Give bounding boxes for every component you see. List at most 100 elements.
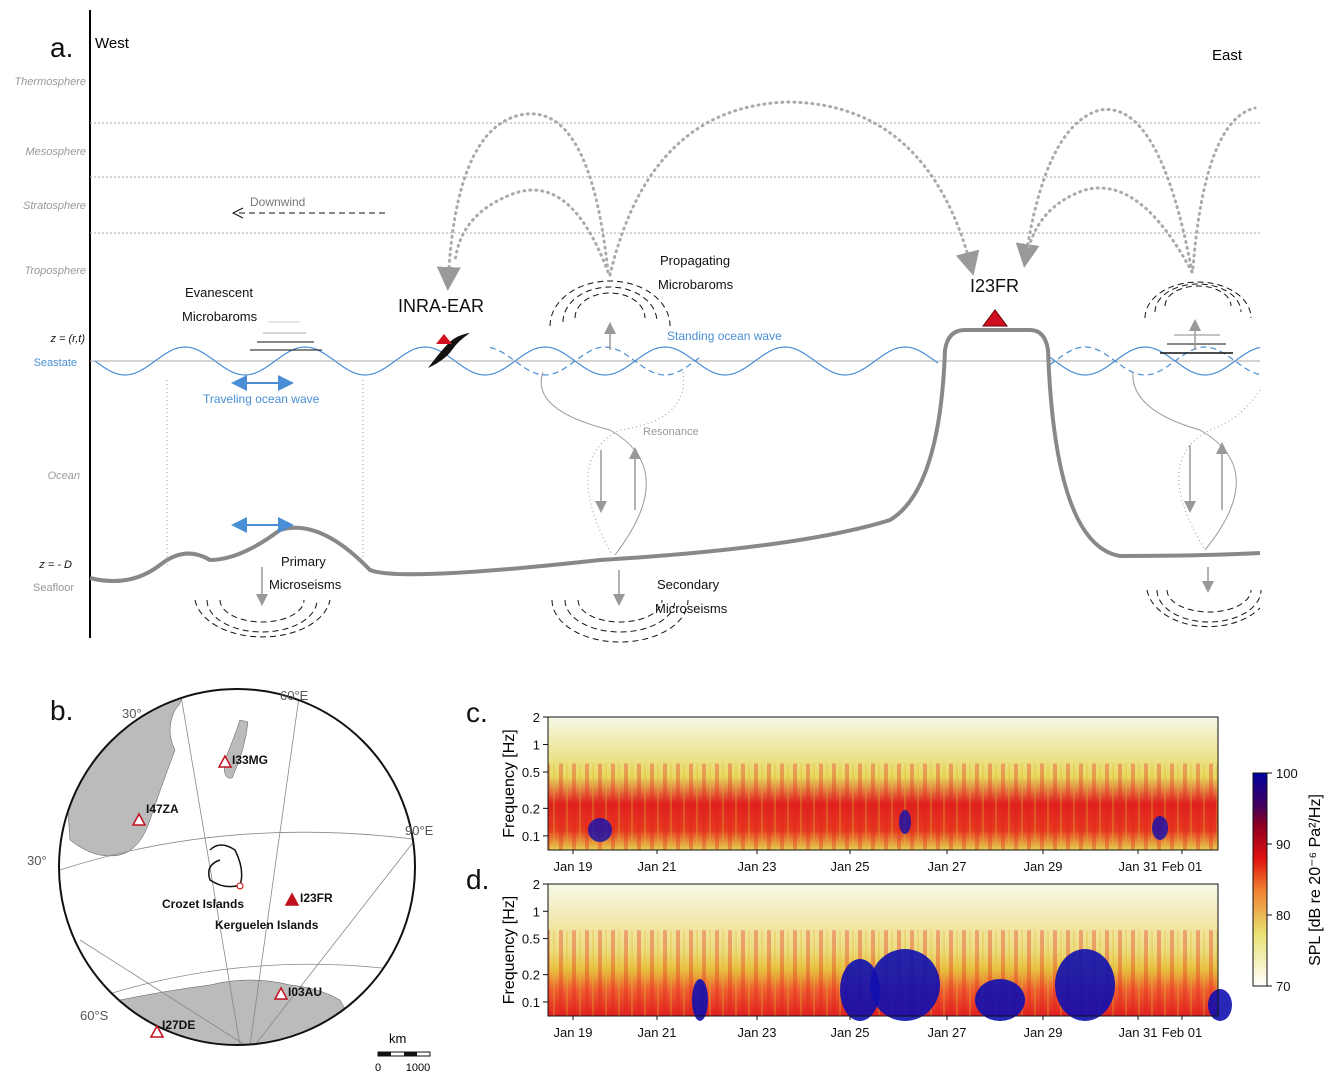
depth-label: z = - D — [38, 559, 72, 571]
x-tick-label: Jan 19 — [553, 1025, 592, 1040]
y-tick-label: 0.1 — [522, 995, 540, 1010]
wavefronts — [194, 280, 1262, 643]
annotation: Secondary — [657, 577, 720, 592]
ocean-wave — [94, 346, 1261, 376]
x-tick-label: Jan 23 — [737, 1025, 776, 1040]
albatross — [428, 333, 470, 368]
station-marker — [149, 1024, 165, 1038]
island-label: Kerguelen Islands — [215, 918, 319, 932]
y-tick-label: 0.1 — [522, 829, 540, 844]
sensor-marker — [436, 334, 452, 344]
colorbar-tick-label: 80 — [1276, 908, 1290, 923]
scale-unit: km — [389, 1031, 406, 1046]
layer-label: Stratosphere — [23, 200, 86, 212]
spectrogram — [1152, 816, 1168, 840]
spectrogram — [975, 979, 1025, 1021]
surface-label: z = (r,t) — [49, 333, 85, 345]
station-marker — [284, 892, 300, 906]
annotation: Microseisms — [269, 577, 342, 592]
colorbar-tick-label: 90 — [1276, 837, 1290, 852]
station-label: I23FR — [300, 891, 333, 905]
spectrogram — [588, 818, 612, 842]
annotation: INRA-EAR — [398, 296, 484, 316]
island-label: Crozet Islands — [162, 897, 244, 911]
seastate-label: Seastate — [34, 357, 77, 369]
y-tick-label: 0.5 — [522, 765, 540, 780]
station-label: I27DE — [162, 1018, 195, 1032]
station-marker — [273, 986, 289, 1000]
panel-a: a. West East Thermosphere Mesosphere Strat… — [14, 10, 1262, 643]
annotation: Evanescent — [185, 285, 253, 300]
y-tick-label: 2 — [533, 877, 540, 892]
annotation: Microbaroms — [658, 277, 734, 292]
scale-tick: 0 — [375, 1062, 381, 1073]
annotation: Microseisms — [655, 601, 728, 616]
y-axis-label: Frequency [Hz] — [501, 729, 518, 837]
annotation: I23FR — [970, 276, 1019, 296]
arrow-head — [231, 207, 244, 219]
scale-bar — [378, 1052, 391, 1056]
stations: I33MG I47ZA I23FR I03AU I27DE — [131, 753, 333, 1038]
x-tick-label: Jan 19 — [553, 859, 592, 874]
y-tick-label: 0.2 — [522, 801, 540, 816]
x-tick-label: Jan 27 — [927, 1025, 966, 1040]
colorbar-tick-label: 100 — [1276, 766, 1298, 781]
x-tick-label: Jan 29 — [1023, 1025, 1062, 1040]
scale-bar — [404, 1052, 417, 1056]
station-label: I03AU — [288, 985, 322, 999]
x-tick-label: Jan 23 — [737, 859, 776, 874]
station-label: I33MG — [232, 753, 268, 767]
x-tick-label: Jan 31 — [1118, 1025, 1157, 1040]
layer-label: Thermosphere — [14, 76, 86, 88]
colorbar-label: SPL [dB re 20⁻⁶ Pa²/Hz] — [1307, 794, 1324, 966]
layer-label: Mesosphere — [25, 146, 86, 158]
annotation: Traveling ocean wave — [203, 392, 320, 406]
arrows — [256, 319, 1228, 606]
annotation: Primary — [281, 554, 326, 569]
y-axis-label: Frequency [Hz] — [501, 896, 518, 1004]
x-tick-label: Jan 25 — [830, 859, 869, 874]
x-tick-label: Jan 25 — [830, 1025, 869, 1040]
x-tick-label: Jan 31 — [1118, 859, 1157, 874]
x-tick-label: Jan 27 — [927, 859, 966, 874]
spectrogram — [899, 810, 911, 834]
station-marker — [217, 754, 233, 768]
station-marker — [982, 309, 1008, 327]
annotation: Propagating — [660, 253, 730, 268]
panel-label: a. — [50, 32, 73, 63]
annotation: Microbaroms — [182, 309, 258, 324]
panel-label: d. — [466, 864, 489, 895]
y-tick-label: 0.2 — [522, 968, 540, 983]
resonance-curves — [540, 371, 1261, 556]
colorbar: 100 90 80 70 SPL [dB re 20⁻⁶ Pa²/Hz] — [1252, 766, 1324, 994]
east-label: East — [1212, 47, 1243, 64]
west-label: West — [95, 35, 130, 52]
spectrogram — [840, 959, 880, 1021]
plot-frame — [547, 716, 1219, 851]
globe-outline — [58, 688, 416, 1046]
x-tick-label: Jan 21 — [637, 859, 676, 874]
annotation: Downwind — [250, 195, 305, 209]
panel-label: c. — [466, 697, 488, 728]
y-tick-label: 1 — [533, 904, 540, 919]
layer-label: Troposphere — [24, 265, 86, 277]
layer-labels: Thermosphere Mesosphere Stratosphere Tropos… — [14, 76, 86, 277]
graticule-label: 30° — [27, 853, 47, 868]
x-tick-label: Feb 01 — [1162, 1025, 1202, 1040]
ocean-label: Ocean — [48, 470, 80, 482]
spectrogram — [692, 979, 708, 1021]
colorbar-tick-label: 70 — [1276, 979, 1290, 994]
spectrogram — [870, 949, 940, 1021]
x-tick-label: Jan 21 — [637, 1025, 676, 1040]
evanescent-lines — [250, 321, 322, 351]
station-marker — [131, 812, 147, 826]
panel-label: b. — [50, 695, 73, 726]
graticule-label: 60°S — [80, 1008, 109, 1023]
propagation-paths — [436, 100, 1257, 291]
colorbar-scale — [1252, 772, 1268, 987]
panel-b: b. 30° 60°E 90°E 30° 60°S I33MG I47ZA I23F… — [27, 688, 434, 1073]
evanescent-lines — [1160, 334, 1233, 354]
graticule-label: 60°E — [280, 688, 309, 703]
station-label: I47ZA — [146, 802, 179, 816]
